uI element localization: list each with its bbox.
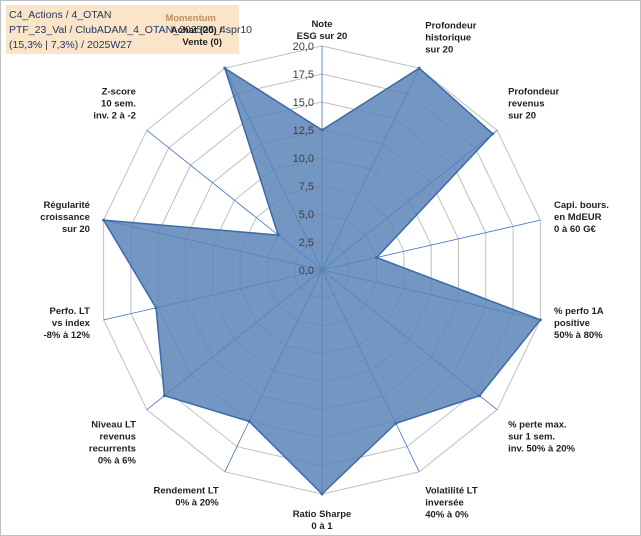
axis-label: inv. 2 à -2	[93, 111, 136, 122]
tick-label: 10,0	[293, 153, 314, 165]
tick-label: 15,0	[293, 97, 314, 109]
data-point	[102, 218, 106, 222]
tick-label: 0,0	[299, 265, 314, 277]
axis-label: Achat (20) /	[171, 25, 223, 36]
axis-label: Z-score	[102, 87, 136, 98]
tick-label: 17,5	[293, 69, 314, 81]
axis-label: Niveau LT	[91, 419, 136, 430]
axis-label: Vente (0)	[182, 37, 222, 48]
data-point	[491, 132, 495, 136]
axis-label: Volatilité LT	[425, 485, 478, 496]
axis-label: Régularité	[43, 200, 89, 211]
axis-label: Rendement LT	[153, 485, 218, 496]
axis-label: en MdEUR	[554, 212, 602, 223]
data-point	[375, 256, 379, 260]
data-point	[417, 66, 421, 70]
axis-label: sur 20	[508, 111, 536, 122]
axis-label: 0% à 6%	[98, 455, 137, 466]
header-line-1: C4_Actions / 4_OTAN	[9, 9, 112, 21]
axis-label: 0 à 1	[311, 521, 333, 532]
axis-label: inversée	[425, 497, 464, 508]
axis-label: recurrents	[89, 443, 136, 454]
data-point	[162, 394, 166, 398]
axis-label: vs index	[52, 318, 91, 329]
axis-label: 10 sem.	[101, 99, 136, 110]
axis-label: 40% à 0%	[425, 509, 469, 520]
axis-label: sur 1 sem.	[508, 431, 555, 442]
data-point	[394, 421, 398, 425]
data-point	[320, 492, 324, 496]
axis-label: Capi. bours.	[554, 200, 609, 211]
axis-label: Note	[311, 19, 332, 30]
tick-label: 2,5	[299, 237, 314, 249]
header-line-3: (15,3% | 7,3%) / 2025W27	[9, 39, 132, 51]
axis-label: % perte max.	[508, 419, 567, 430]
axis-label: 0% à 20%	[175, 497, 219, 508]
data-series-area	[102, 66, 542, 496]
axis-label: -8% à 12%	[43, 330, 90, 341]
axis-label: Profondeur	[508, 87, 559, 98]
axis-label: inv. 50% à 20%	[508, 443, 575, 454]
axis-label: % perfo 1A	[554, 306, 604, 317]
axis-label: sur 20	[62, 224, 90, 235]
axis-label: Ratio Sharpe	[293, 509, 352, 520]
data-point	[538, 318, 542, 322]
chart-header-box: C4_Actions / 4_OTAN PTF_23_Val / ClubADA…	[6, 5, 252, 54]
data-point	[247, 419, 251, 423]
tick-label: 7,5	[299, 181, 314, 193]
data-point	[276, 233, 280, 237]
data-point	[154, 306, 158, 310]
axis-label: Profondeur	[425, 21, 476, 32]
axis-label: ESG sur 20	[297, 31, 348, 42]
tick-label: 12,5	[293, 125, 314, 137]
data-point	[223, 66, 227, 70]
axis-label: 50% à 80%	[554, 330, 603, 341]
data-point	[478, 394, 482, 398]
axis-label: Perfo. LT	[49, 306, 90, 317]
data-point	[320, 128, 324, 132]
axis-label: revenus	[99, 431, 135, 442]
tick-label: 5,0	[299, 209, 314, 221]
axis-label: Momentum	[165, 13, 216, 24]
axis-label: positive	[554, 318, 590, 329]
axis-label: 0 à 60 G€	[554, 224, 596, 235]
axis-label: croissance	[40, 212, 90, 223]
tick-label: 20,0	[293, 41, 314, 53]
axis-label: sur 20	[425, 45, 453, 56]
axis-label: historique	[425, 33, 471, 44]
header-line-2: PTF_23_Val / ClubADAM_4_OTAN_202505_4spr…	[9, 24, 252, 36]
axis-label: revenus	[508, 99, 544, 110]
